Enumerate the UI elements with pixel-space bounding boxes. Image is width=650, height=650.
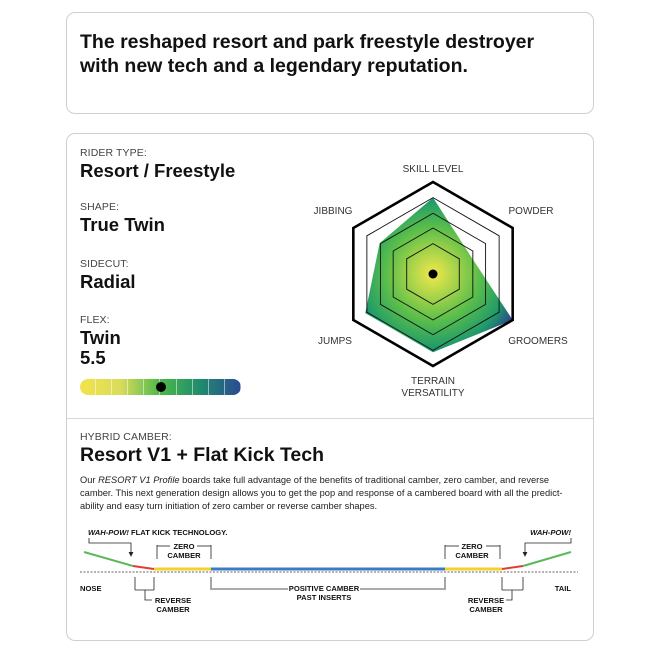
flex-scale-segment bbox=[193, 379, 209, 395]
wahpow-right-label: WAH-POW! bbox=[530, 528, 571, 537]
sidecut-label: SIDECUT: bbox=[80, 258, 129, 270]
flat-kick-bracket bbox=[88, 538, 132, 555]
desc-line-1: boards take full advantage of the benefi… bbox=[179, 475, 550, 485]
radar-ring bbox=[392, 227, 474, 321]
flex-marker bbox=[155, 382, 166, 392]
desc-intro: Our bbox=[80, 475, 99, 485]
desc-line-3: ability and easy turn initiation of zero… bbox=[80, 501, 378, 512]
flex-value-line-1: Twin bbox=[80, 327, 121, 348]
flex-scale-segment bbox=[225, 379, 241, 395]
profile-nose-kick bbox=[83, 551, 134, 567]
past-inserts-label: PAST INSERTS bbox=[297, 593, 352, 602]
flex-scale-segment bbox=[128, 379, 145, 395]
desc-profile-name: RESORT V1 Profile bbox=[98, 475, 180, 485]
flex-scale-segment bbox=[161, 379, 177, 395]
reverse-camber-right-2: CAMBER bbox=[469, 605, 503, 614]
flex-value-line-2: 5.5 bbox=[80, 347, 106, 368]
flex-scale-bar bbox=[80, 379, 241, 395]
radar-axis-label: JIBBING bbox=[314, 206, 353, 217]
radar-axis-label: GROOMERS bbox=[508, 336, 568, 347]
radar-data-area bbox=[365, 197, 513, 353]
flex-scale-segment bbox=[96, 379, 113, 395]
radar-chart: SKILL LEVEL POWDER GROOMERS TERRAINVERSATIL… bbox=[314, 164, 569, 399]
radar-center-dot bbox=[428, 269, 438, 279]
camber-labels: WAH-POW! FLAT KICK TECHNOLOGY. WAH-POW! … bbox=[80, 528, 571, 614]
flex-scale-segment bbox=[80, 379, 97, 395]
radar-ring bbox=[366, 197, 500, 351]
tagline-card: The reshaped resort and park freestyle d… bbox=[66, 12, 594, 114]
reverse-camber-left-1: REVERSE bbox=[155, 596, 191, 605]
radar-axis-label: VERSATILITY bbox=[401, 388, 464, 399]
radar-ring bbox=[406, 243, 460, 305]
zero-camber-right-2: CAMBER bbox=[455, 551, 489, 560]
wahpow-right-arrow bbox=[522, 551, 528, 557]
rider-type-label: RIDER TYPE: bbox=[80, 147, 147, 159]
radar-axis-label: SKILL LEVEL bbox=[403, 164, 464, 175]
camber-label: HYBRID CAMBER: bbox=[80, 431, 172, 443]
flex-scale-segment bbox=[209, 379, 225, 395]
nose-label: NOSE bbox=[80, 584, 102, 593]
reverse-camber-right-1: REVERSE bbox=[468, 596, 504, 605]
flex-value: Twin 5.5 bbox=[80, 328, 121, 368]
radar-axis-label: TERRAIN bbox=[411, 376, 455, 387]
tagline-line-1: The reshaped resort and park freestyle d… bbox=[80, 31, 535, 53]
tagline: The reshaped resort and park freestyle d… bbox=[80, 30, 534, 78]
positive-camber-label: POSITIVE CAMBER bbox=[289, 584, 360, 593]
zero-camber-left-2: CAMBER bbox=[167, 551, 201, 560]
profile-tail-kick bbox=[522, 551, 572, 567]
wahpow-right-bracket bbox=[524, 538, 572, 555]
camber-title: Resort V1 + Flat Kick Tech bbox=[80, 444, 325, 466]
tagline-line-2: with new tech and a legendary reputation… bbox=[80, 55, 468, 77]
desc-line-2: camber. This next generation design allo… bbox=[80, 488, 563, 499]
camber-diagram bbox=[80, 538, 578, 601]
radar-outer-ring bbox=[352, 180, 514, 368]
flex-scale-segment bbox=[112, 379, 129, 395]
camber-description: Our RESORT V1 Profile boards take full a… bbox=[80, 474, 590, 514]
radar-ring bbox=[379, 212, 487, 336]
flex-scale-segment bbox=[177, 379, 193, 395]
divider bbox=[67, 418, 593, 419]
zero-camber-right-1: ZERO bbox=[461, 542, 482, 551]
profile-tail-reverse bbox=[501, 565, 524, 570]
flat-kick-label: WAH-POW! FLAT KICK TECHNOLOGY. bbox=[88, 528, 228, 537]
rider-type-value: Resort / Freestyle bbox=[80, 160, 236, 181]
profile-nose-reverse bbox=[132, 565, 155, 570]
shape-label: SHAPE: bbox=[80, 201, 120, 213]
sidecut-value: Radial bbox=[80, 271, 136, 292]
specs-card: RIDER TYPE: Resort / Freestyle SHAPE: Tr… bbox=[66, 133, 594, 641]
flat-kick-arrow bbox=[128, 551, 134, 557]
radar-axis-label: POWDER bbox=[509, 206, 554, 217]
reverse-camber-left-2: CAMBER bbox=[156, 605, 190, 614]
shape-value: True Twin bbox=[80, 214, 165, 235]
flex-label: FLEX: bbox=[80, 314, 110, 326]
radar-axis-label: JUMPS bbox=[318, 336, 352, 347]
zero-camber-left-1: ZERO bbox=[173, 542, 194, 551]
tail-label: TAIL bbox=[555, 584, 572, 593]
